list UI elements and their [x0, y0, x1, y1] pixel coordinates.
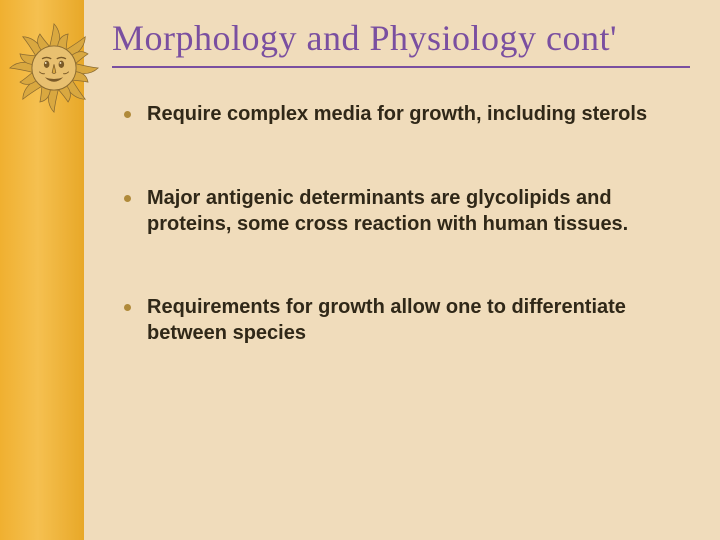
list-item: Major antigenic determinants are glycoli…: [124, 186, 690, 237]
slide-title: Morphology and Physiology cont': [112, 18, 690, 58]
slide: Morphology and Physiology cont' Require …: [0, 0, 720, 540]
bullet-text: Require complex media for growth, includ…: [147, 102, 647, 128]
list-item: Require complex media for growth, includ…: [124, 102, 690, 128]
bullet-list: Require complex media for growth, includ…: [112, 102, 690, 346]
bullet-text: Major antigenic determinants are glycoli…: [147, 186, 690, 237]
sun-icon: [8, 22, 100, 114]
bullet-icon: [124, 111, 131, 118]
bullet-text: Requirements for growth allow one to dif…: [147, 295, 690, 346]
bullet-icon: [124, 304, 131, 311]
bullet-icon: [124, 195, 131, 202]
list-item: Requirements for growth allow one to dif…: [124, 295, 690, 346]
content-area: Morphology and Physiology cont' Require …: [84, 0, 720, 540]
title-underline: [112, 66, 690, 68]
